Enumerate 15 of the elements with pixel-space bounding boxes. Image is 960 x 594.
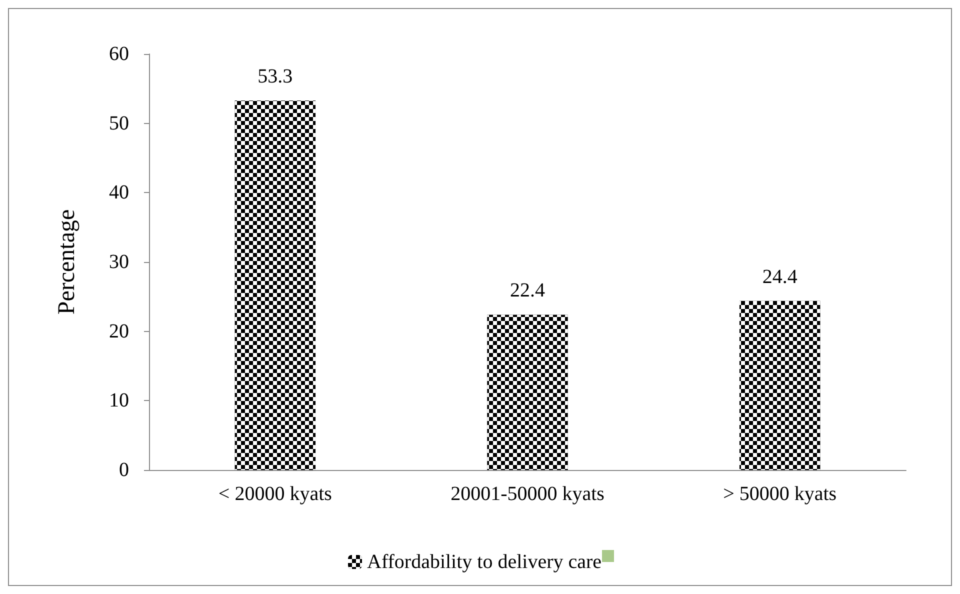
x-tick-label: 20001-50000 kyats xyxy=(450,483,605,505)
x-tick-label: < 20000 kyats xyxy=(218,483,332,505)
y-axis-title: Percentage xyxy=(54,209,80,315)
data-label: 24.4 xyxy=(762,266,798,288)
x-tick-label: > 50000 kyats xyxy=(723,483,837,505)
y-tick-label: 30 xyxy=(109,251,129,273)
y-tick-label: 50 xyxy=(109,112,129,134)
y-tick-label: 10 xyxy=(109,390,129,412)
y-tick-label: 60 xyxy=(109,43,129,65)
y-tick-label: 0 xyxy=(119,459,129,481)
data-label: 53.3 xyxy=(258,65,293,88)
legend-label: Affordability to delivery care xyxy=(367,551,602,573)
data-label: 22.4 xyxy=(510,280,545,302)
y-tick-label: 20 xyxy=(109,320,129,342)
y-tick-label: 40 xyxy=(109,182,129,204)
